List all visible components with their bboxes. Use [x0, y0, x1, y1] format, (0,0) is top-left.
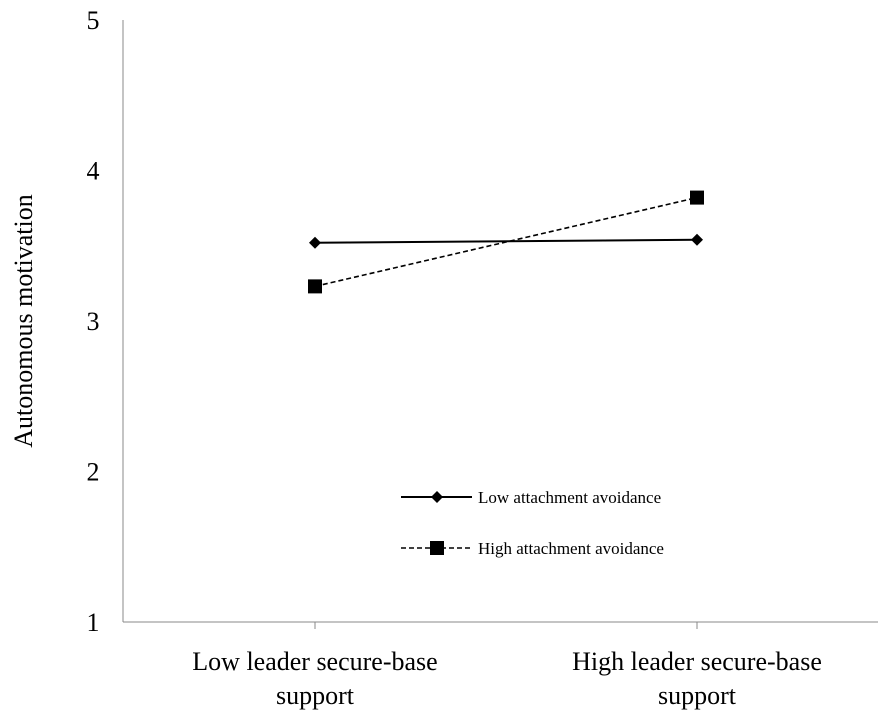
legend-item: Low attachment avoidance [401, 488, 661, 507]
x-category-label: High leader secure-base [572, 647, 822, 676]
data-point-square [308, 279, 322, 294]
x-category-label: support [276, 681, 355, 710]
plot-area [122, 20, 878, 623]
series-line [314, 196, 698, 288]
series-layer [308, 190, 704, 294]
y-tick-label: 1 [87, 608, 100, 637]
y-tick-label: 2 [87, 458, 100, 487]
legend-label: Low attachment avoidance [478, 488, 661, 507]
data-point-diamond [309, 236, 321, 249]
data-point-diamond [691, 233, 703, 246]
legend-marker-diamond [431, 491, 443, 503]
legend: Low attachment avoidance High attachment … [401, 488, 664, 558]
legend-marker-square [430, 541, 444, 555]
series-2 [308, 190, 704, 294]
data-point-square [690, 190, 704, 205]
y-tick-labels: 1 2 3 4 5 [87, 6, 100, 637]
y-tick-label: 3 [87, 307, 100, 336]
x-ticks [314, 622, 698, 629]
x-category-label: support [658, 681, 737, 710]
x-category-label: Low leader secure-base [192, 647, 437, 676]
legend-label: High attachment avoidance [478, 539, 664, 558]
legend-item: High attachment avoidance [401, 539, 664, 558]
y-tick-label: 5 [87, 6, 100, 35]
y-axis-title: Autonomous motivation [9, 194, 38, 448]
x-category-labels: Low leader secure-base support High leader… [192, 647, 822, 710]
y-tick-label: 4 [87, 157, 100, 186]
